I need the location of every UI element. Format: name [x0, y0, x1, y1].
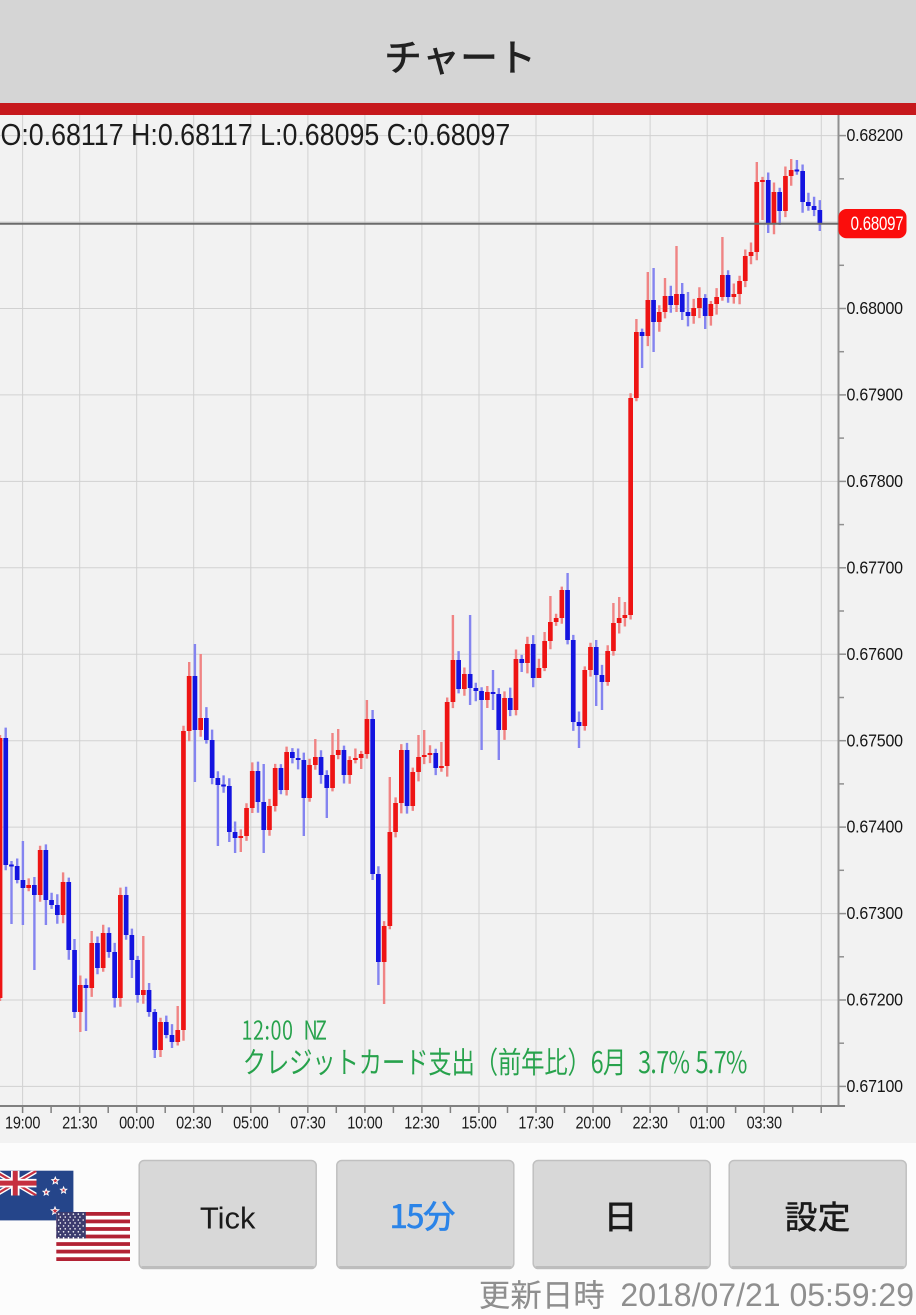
svg-text:02:30: 02:30: [176, 1114, 212, 1132]
svg-text:10:00: 10:00: [347, 1114, 383, 1132]
svg-text:05:00: 05:00: [233, 1114, 269, 1132]
svg-text:Tick: Tick: [200, 1200, 256, 1235]
svg-text:0.68000: 0.68000: [847, 298, 903, 318]
svg-text:19:00: 19:00: [5, 1114, 41, 1132]
svg-text:03:30: 03:30: [747, 1114, 783, 1132]
svg-text:17:30: 17:30: [518, 1114, 554, 1132]
svg-text:0.67600: 0.67600: [847, 644, 903, 664]
svg-text:0.67200: 0.67200: [847, 990, 903, 1010]
svg-text:0.67300: 0.67300: [847, 904, 903, 924]
svg-text:22:30: 22:30: [632, 1114, 668, 1132]
svg-text:20:00: 20:00: [575, 1114, 611, 1132]
svg-text:0.67800: 0.67800: [847, 471, 903, 491]
svg-text:0.67500: 0.67500: [847, 731, 903, 751]
svg-text:15:00: 15:00: [461, 1114, 497, 1132]
svg-text:0.68097: 0.68097: [851, 212, 904, 234]
svg-text:12:30: 12:30: [404, 1114, 440, 1132]
svg-text:0.67400: 0.67400: [847, 817, 903, 837]
svg-text:0.68200: 0.68200: [847, 126, 903, 146]
svg-text:0.67900: 0.67900: [847, 385, 903, 405]
svg-text:00:00: 00:00: [119, 1114, 155, 1132]
svg-text:0.67100: 0.67100: [847, 1076, 903, 1096]
svg-text:0.67700: 0.67700: [847, 558, 903, 578]
svg-text:2018/07/21 05:59:29: 2018/07/21 05:59:29: [620, 1277, 914, 1313]
svg-text:07:30: 07:30: [290, 1114, 326, 1132]
svg-text:01:00: 01:00: [690, 1114, 726, 1132]
svg-text:21:30: 21:30: [62, 1114, 98, 1132]
svg-text:O:0.68117 H:0.68117 L:0.68095: O:0.68117 H:0.68117 L:0.68095 C:0.68097: [1, 119, 511, 153]
